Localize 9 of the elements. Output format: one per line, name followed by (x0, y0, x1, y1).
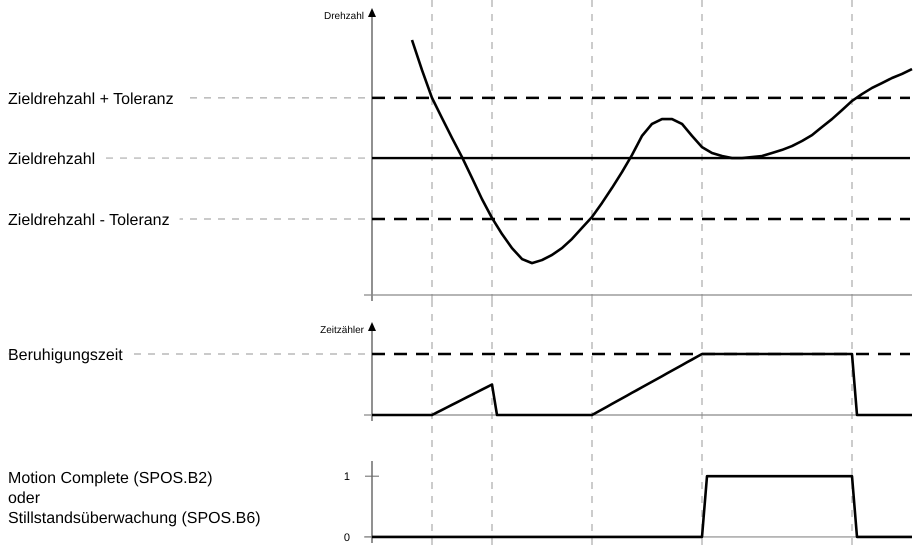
y-tick-label: 0 (344, 532, 350, 544)
y-tick-label: 1 (344, 471, 350, 484)
ref-line-label: Zieldrehzahl - Toleranz (8, 212, 170, 230)
y-axis-title: Motion Complete (SPOS.B2) oder Stillstandsüberwachung (SPOS.B6) (8, 470, 261, 527)
y-axis-title: Drehzahl (324, 11, 364, 22)
ref-line-label: Zieldrehzahl + Toleranz (8, 90, 174, 108)
ref-line-label: Zieldrehzahl (8, 151, 96, 168)
y-axis-title: Zeitzähler (320, 325, 365, 336)
ref-line-label: Beruhigungszeit (8, 347, 124, 364)
